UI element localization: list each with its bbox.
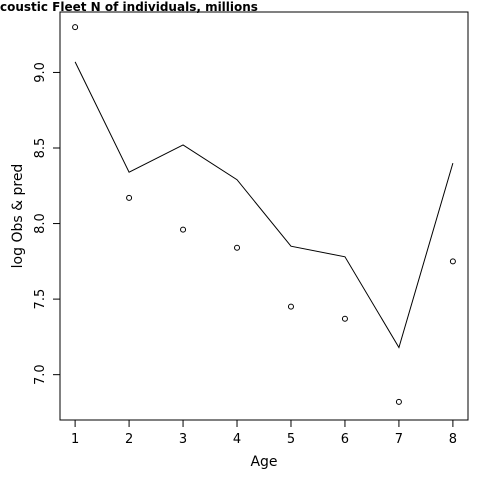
y-tick-label: 9.0	[33, 62, 48, 83]
y-tick-label: 7.0	[33, 364, 48, 385]
x-axis-label: Age	[250, 454, 277, 470]
plot-frame	[59, 11, 469, 421]
x-tick-label: 7	[395, 432, 403, 447]
observed-points	[72, 24, 456, 405]
y-tick-label: 8.5	[33, 138, 48, 159]
x-axis-ticks: 1 2 3 4 5 6 7 8	[71, 420, 457, 447]
observed-point	[341, 315, 348, 322]
y-axis-label: log Obs & pred	[10, 164, 26, 269]
x-tick-label: 8	[449, 432, 457, 447]
observed-point	[126, 194, 133, 201]
y-axis-ticks: 7.0 7.5 8.0 8.5 9.0	[33, 62, 60, 385]
x-tick-label: 2	[125, 432, 133, 447]
x-tick-label: 1	[71, 432, 79, 447]
observed-point	[180, 226, 187, 233]
observed-point	[234, 244, 241, 251]
predicted-line	[74, 61, 454, 349]
y-tick-label: 7.5	[33, 289, 48, 310]
observed-point	[395, 398, 402, 405]
y-tick-label: 8.0	[33, 213, 48, 234]
observed-point	[449, 258, 456, 265]
x-tick-label: 5	[287, 432, 295, 447]
chart-title: coustic Fleet N of individuals, millions	[0, 0, 258, 14]
x-tick-label: 6	[341, 432, 349, 447]
x-tick-label: 3	[179, 432, 187, 447]
observed-point	[72, 24, 79, 31]
observed-point	[287, 303, 294, 310]
x-tick-label: 4	[233, 432, 241, 447]
